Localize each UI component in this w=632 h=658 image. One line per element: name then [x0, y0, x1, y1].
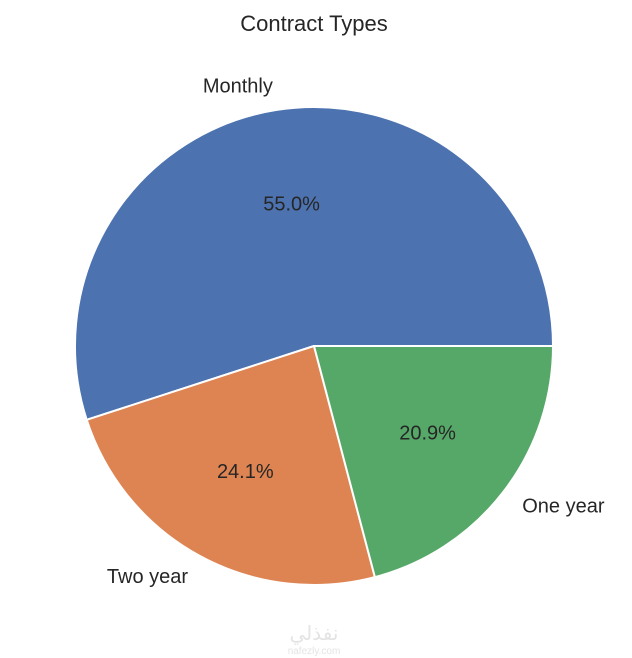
watermark-url: nafezly.com: [288, 646, 341, 657]
pct-label-one-year: 20.9%: [399, 423, 456, 445]
watermark-text: نفذلي: [290, 621, 339, 646]
pie-slice-monthly: [74, 106, 554, 421]
pct-label-monthly: 55.0%: [263, 193, 320, 215]
pie-slice-two-year: [85, 345, 376, 586]
pie-labels: 55.0% Monthly 24.1% Two year 20.9% One year: [107, 75, 605, 587]
category-label-two-year: Two year: [107, 566, 188, 588]
pie-slice-one-year: [313, 345, 554, 579]
category-label-monthly: Monthly: [203, 75, 273, 97]
chart-title: Contract Types: [240, 11, 388, 36]
pct-label-two-year: 24.1%: [217, 461, 274, 483]
watermark: نفذلي nafezly.com: [288, 621, 341, 657]
category-label-one-year: One year: [522, 495, 605, 517]
pie-slices: [74, 106, 554, 586]
